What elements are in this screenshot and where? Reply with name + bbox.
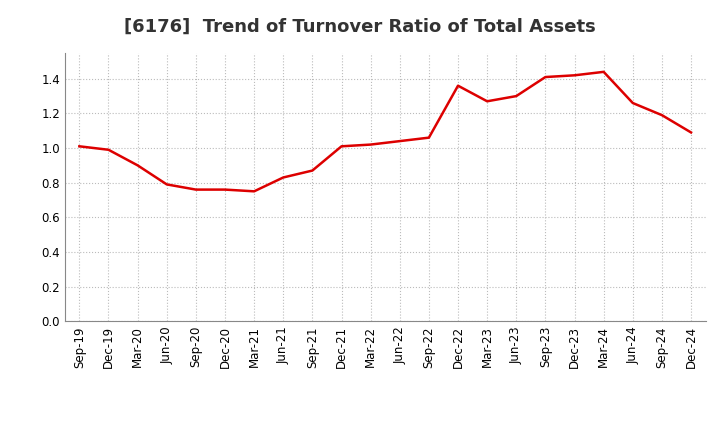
Text: [6176]  Trend of Turnover Ratio of Total Assets: [6176] Trend of Turnover Ratio of Total …	[124, 18, 596, 36]
